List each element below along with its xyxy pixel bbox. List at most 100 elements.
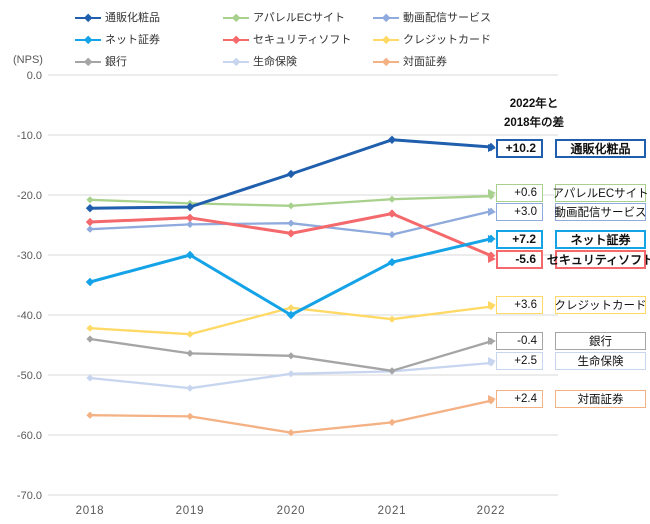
legend-item-face-to-face-securities: 対面証券 xyxy=(373,55,447,69)
diff-value-life-insurance: +2.5 xyxy=(496,352,543,370)
series-name-label-video-streaming-service: 動画配信サービス xyxy=(555,203,647,221)
series-name-label-face-to-face-securities: 対面証券 xyxy=(555,390,646,408)
data-point-apparel-ec-site-2018 xyxy=(86,196,94,204)
data-point-life-insurance-2020 xyxy=(287,370,295,378)
series-credit-card xyxy=(86,301,496,338)
data-point-security-software-2021 xyxy=(387,209,397,218)
data-point-apparel-ec-site-2020 xyxy=(287,202,295,210)
diff-header-line2: 2018年の差 xyxy=(503,117,565,129)
legend-label-mail-order-cosmetics: 通販化粧品 xyxy=(105,11,160,24)
series-line-online-securities xyxy=(89,237,492,317)
data-point-security-software-2018 xyxy=(85,217,95,227)
series-face-to-face-securities xyxy=(86,395,496,437)
data-point-bank-2019 xyxy=(186,349,194,357)
data-point-video-streaming-service-2021 xyxy=(388,231,396,239)
legend-item-video-streaming-service: 動画配信サービス xyxy=(373,11,491,25)
data-point-life-insurance-2019 xyxy=(186,384,194,392)
legend-marker-icon-face-to-face-securities xyxy=(373,57,399,68)
series-name-label-apparel-ec-site: アパレルECサイト xyxy=(552,184,649,202)
series-name-label-life-insurance: 生命保険 xyxy=(555,352,646,370)
diff-header-line1: 2022年と xyxy=(509,98,559,110)
data-point-security-software-2022 xyxy=(486,251,496,260)
series-life-insurance xyxy=(86,357,496,392)
x-tick-label-2018: 2018 xyxy=(76,505,105,517)
data-point-apparel-ec-site-2022 xyxy=(487,192,495,200)
legend-label-credit-card: クレジットカード xyxy=(403,33,491,46)
data-point-bank-2022 xyxy=(487,337,495,345)
series-name-label-credit-card: クレジットカード xyxy=(555,296,647,314)
diff-value-credit-card: +3.6 xyxy=(496,296,543,314)
data-point-life-insurance-2018 xyxy=(86,374,94,382)
data-point-face-to-face-securities-2022 xyxy=(487,397,495,405)
legend-label-life-insurance: 生命保険 xyxy=(253,55,297,68)
x-tick-label-2022: 2022 xyxy=(477,505,506,517)
diff-value-security-software: -5.6 xyxy=(496,249,543,269)
data-point-bank-2021 xyxy=(388,367,396,375)
series-security-software xyxy=(85,209,496,263)
legend-label-bank: 銀行 xyxy=(105,55,127,68)
diff-value-bank: -0.4 xyxy=(496,332,543,350)
legend-marker-icon-security-software xyxy=(223,35,249,46)
legend-label-security-software: セキュリティソフト xyxy=(253,33,352,46)
y-tick-label: -50.0 xyxy=(17,370,42,382)
series-name-label-mail-order-cosmetics: 通販化粧品 xyxy=(555,138,646,158)
y-tick-label: -20.0 xyxy=(17,190,42,202)
data-point-online-securities-2022 xyxy=(486,234,496,243)
series-line-face-to-face-securities xyxy=(89,399,492,434)
data-point-security-software-2020 xyxy=(286,229,296,238)
data-point-video-streaming-service-2018 xyxy=(86,225,94,233)
data-point-online-securities-2021 xyxy=(387,258,397,267)
series-name-label-online-securities: ネット証券 xyxy=(555,229,646,249)
series-mail-order-cosmetics xyxy=(85,135,496,213)
legend-marker-icon-life-insurance xyxy=(223,57,249,68)
legend-item-bank: 銀行 xyxy=(75,55,127,69)
legend-item-credit-card: クレジットカード xyxy=(373,33,491,47)
legend-marker-icon-apparel-ec-site xyxy=(223,13,249,24)
data-point-face-to-face-securities-2019 xyxy=(186,412,194,420)
legend-item-life-insurance: 生命保険 xyxy=(223,55,297,69)
data-point-online-securities-2019 xyxy=(185,250,195,260)
data-point-mail-order-cosmetics-2022 xyxy=(486,142,496,152)
series-name-label-security-software: セキュリティソフト xyxy=(547,249,650,269)
x-tick-label-2020: 2020 xyxy=(277,505,306,517)
legend-item-security-software: セキュリティソフト xyxy=(223,33,351,47)
legend-marker-icon-credit-card xyxy=(373,35,399,46)
chart-legend: 通販化粧品 アパレルECサイト 動画配信サービスネット証券 セキュリティソフト クレジッ… xyxy=(0,0,650,76)
legend-marker-icon-mail-order-cosmetics xyxy=(75,13,101,24)
legend-label-video-streaming-service: 動画配信サービス xyxy=(403,11,491,24)
data-point-mail-order-cosmetics-2019 xyxy=(185,202,195,212)
data-point-apparel-ec-site-2021 xyxy=(388,195,396,203)
diff-value-mail-order-cosmetics: +10.2 xyxy=(496,138,543,158)
x-tick-label-2019: 2019 xyxy=(176,505,205,517)
y-tick-label: -30.0 xyxy=(17,250,42,262)
diff-value-apparel-ec-site: +0.6 xyxy=(496,184,543,202)
series-name-label-bank: 銀行 xyxy=(555,332,646,350)
series-online-securities xyxy=(85,234,496,320)
legend-marker-icon-bank xyxy=(75,57,101,68)
data-point-credit-card-2022 xyxy=(487,303,495,311)
legend-item-apparel-ec-site: アパレルECサイト xyxy=(223,11,345,25)
data-point-credit-card-2018 xyxy=(86,324,94,332)
diff-value-video-streaming-service: +3.0 xyxy=(496,203,543,221)
legend-label-apparel-ec-site: アパレルECサイト xyxy=(253,11,346,24)
data-point-security-software-2019 xyxy=(185,213,195,222)
x-tick-label-2021: 2021 xyxy=(378,505,407,517)
y-axis-unit-label: (NPS) xyxy=(13,54,43,66)
data-point-online-securities-2020 xyxy=(286,310,296,320)
legend-item-mail-order-cosmetics: 通販化粧品 xyxy=(75,11,160,25)
legend-label-online-securities: ネット証券 xyxy=(105,33,160,46)
data-point-bank-2020 xyxy=(287,352,295,360)
data-point-credit-card-2021 xyxy=(388,315,396,323)
diff-header: 2022年と 2018年の差 xyxy=(478,95,590,133)
data-point-face-to-face-securities-2018 xyxy=(86,411,94,419)
legend-label-face-to-face-securities: 対面証券 xyxy=(403,55,447,68)
data-point-credit-card-2020 xyxy=(287,304,295,312)
data-point-online-securities-2018 xyxy=(85,277,95,287)
diff-value-face-to-face-securities: +2.4 xyxy=(496,390,543,408)
y-tick-label: -40.0 xyxy=(17,310,42,322)
data-point-mail-order-cosmetics-2018 xyxy=(85,204,95,213)
data-point-credit-card-2019 xyxy=(186,330,194,338)
data-point-life-insurance-2022 xyxy=(487,359,495,367)
data-point-face-to-face-securities-2020 xyxy=(287,429,295,437)
